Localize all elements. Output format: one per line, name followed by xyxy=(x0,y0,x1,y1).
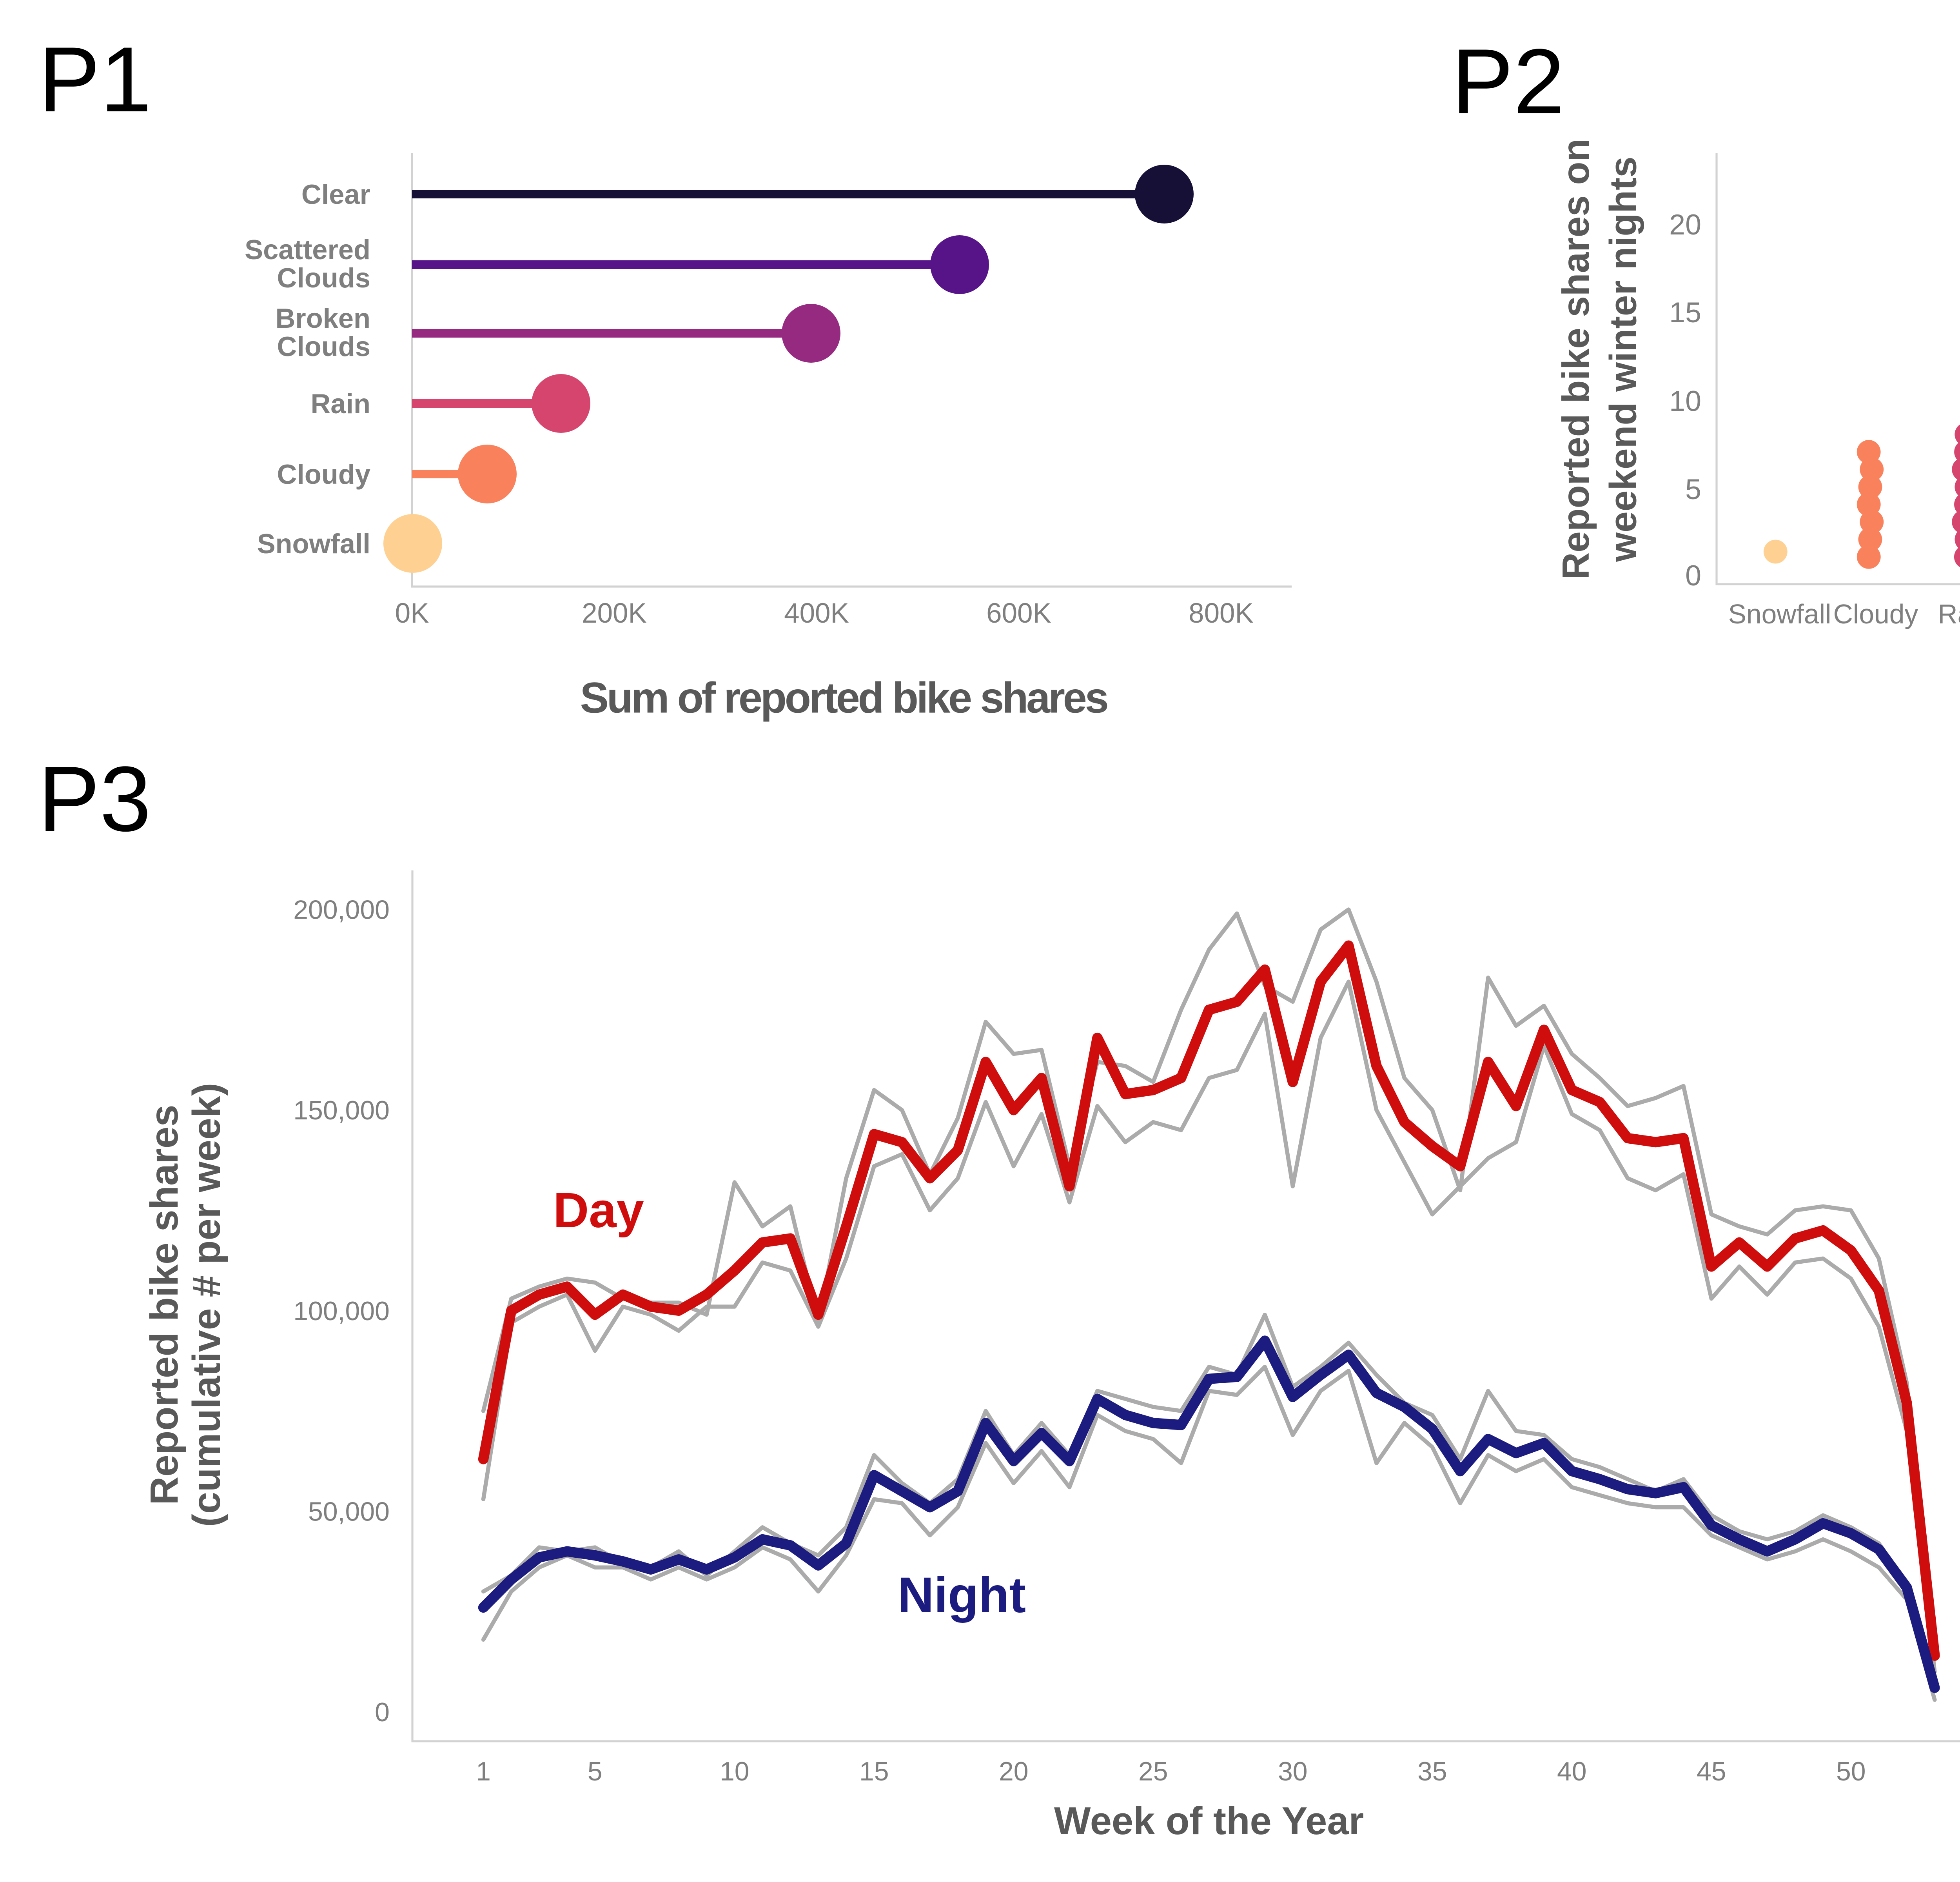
svg-text:50,000: 50,000 xyxy=(308,1497,390,1526)
svg-text:(cumulative # per week): (cumulative # per week) xyxy=(185,1083,229,1527)
svg-text:800K: 800K xyxy=(1189,598,1254,629)
svg-text:1: 1 xyxy=(476,1757,491,1786)
svg-text:Scattered: Scattered xyxy=(245,234,370,265)
svg-text:Rain: Rain xyxy=(1938,599,1960,629)
svg-text:Cloudy: Cloudy xyxy=(1833,599,1918,629)
svg-text:15: 15 xyxy=(1669,296,1701,329)
svg-text:Week of the Year: Week of the Year xyxy=(1054,1799,1364,1843)
svg-text:Reported bike shares on: Reported bike shares on xyxy=(1555,139,1597,580)
svg-text:0K: 0K xyxy=(395,598,429,629)
svg-text:5: 5 xyxy=(588,1757,603,1786)
svg-text:25: 25 xyxy=(1138,1757,1168,1786)
svg-text:30: 30 xyxy=(1278,1757,1308,1786)
svg-text:Sum of reported bike shares: Sum of reported bike shares xyxy=(580,674,1107,722)
svg-text:P1: P1 xyxy=(38,28,152,131)
svg-text:100,000: 100,000 xyxy=(293,1296,390,1326)
svg-text:Cloudy: Cloudy xyxy=(277,459,370,490)
svg-text:Day: Day xyxy=(553,1183,644,1238)
svg-text:400K: 400K xyxy=(784,598,849,629)
svg-text:Clear: Clear xyxy=(301,179,370,210)
svg-text:weekend winter nights: weekend winter nights xyxy=(1602,156,1644,562)
svg-text:5: 5 xyxy=(1685,473,1701,505)
svg-text:Night: Night xyxy=(898,1567,1026,1623)
svg-text:Rain: Rain xyxy=(310,388,370,419)
svg-text:40: 40 xyxy=(1557,1757,1587,1786)
svg-text:P3: P3 xyxy=(38,747,151,851)
svg-text:10: 10 xyxy=(1669,385,1701,417)
svg-text:600K: 600K xyxy=(986,598,1051,629)
svg-text:Snowfall: Snowfall xyxy=(1728,599,1831,629)
svg-text:10: 10 xyxy=(720,1757,750,1786)
svg-text:0: 0 xyxy=(1685,559,1701,592)
svg-text:15: 15 xyxy=(859,1757,889,1786)
svg-text:Clouds: Clouds xyxy=(277,331,370,362)
svg-text:Snowfall: Snowfall xyxy=(257,528,370,559)
svg-text:200,000: 200,000 xyxy=(293,895,390,925)
svg-text:35: 35 xyxy=(1417,1757,1447,1786)
svg-text:200K: 200K xyxy=(582,598,647,629)
svg-text:50: 50 xyxy=(1836,1757,1866,1786)
svg-text:Clouds: Clouds xyxy=(277,262,370,293)
svg-text:20: 20 xyxy=(1669,208,1701,241)
svg-text:0: 0 xyxy=(375,1697,390,1727)
svg-text:150,000: 150,000 xyxy=(293,1095,390,1125)
svg-text:P2: P2 xyxy=(1452,30,1565,133)
svg-text:Reported bike shares: Reported bike shares xyxy=(142,1104,186,1505)
svg-text:20: 20 xyxy=(999,1757,1029,1786)
svg-text:45: 45 xyxy=(1697,1757,1726,1786)
svg-text:Broken: Broken xyxy=(275,303,370,334)
